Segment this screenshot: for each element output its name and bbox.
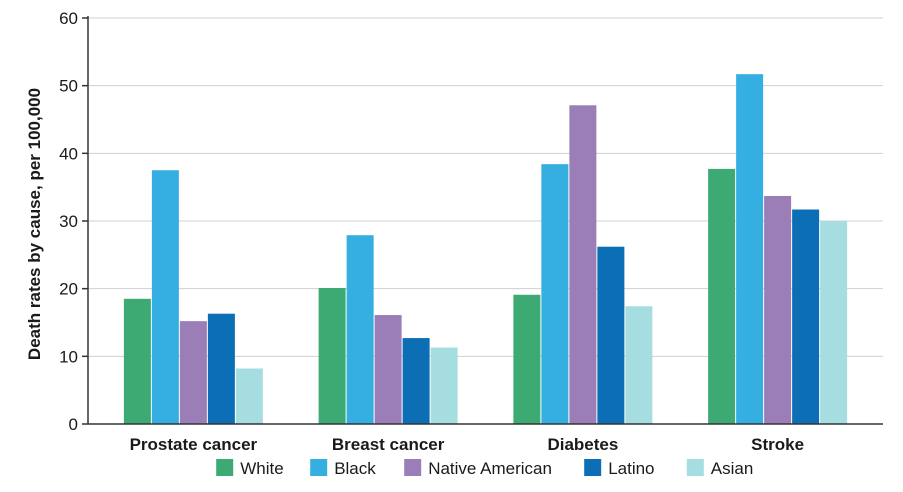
x-category-label: Stroke bbox=[751, 435, 804, 454]
legend-swatch bbox=[686, 459, 704, 476]
legend-label: Latino bbox=[608, 459, 654, 478]
x-category-label: Diabetes bbox=[547, 435, 618, 454]
legend-label: Native American bbox=[428, 459, 552, 478]
bar-asian-breast-cancer bbox=[430, 347, 458, 424]
bar-white-diabetes bbox=[513, 294, 541, 424]
bar-latino-breast-cancer bbox=[402, 338, 430, 424]
x-category-labels: Prostate cancer Breast cancer Diabetes Stro… bbox=[130, 435, 805, 454]
legend-label: Asian bbox=[711, 459, 754, 478]
legend-swatch bbox=[584, 459, 602, 476]
bar-white-stroke bbox=[708, 168, 736, 424]
bar-black-diabetes bbox=[541, 164, 569, 424]
bar-native-american-stroke bbox=[764, 195, 792, 424]
bars-layer bbox=[123, 74, 848, 424]
y-tick-label: 30 bbox=[59, 212, 78, 231]
bar-asian-prostate-cancer bbox=[235, 368, 263, 424]
bar-latino-diabetes bbox=[597, 246, 625, 424]
legend-item: Black bbox=[310, 459, 376, 478]
y-tick-labels: 0 10 20 30 40 50 60 bbox=[59, 9, 78, 434]
bar-asian-stroke bbox=[820, 221, 848, 424]
bar-black-prostate-cancer bbox=[151, 170, 179, 424]
y-tick-label: 0 bbox=[69, 415, 78, 434]
bar-white-breast-cancer bbox=[318, 287, 346, 424]
y-axis-label: Death rates by cause, per 100,000 bbox=[25, 88, 44, 360]
bar-native-american-prostate-cancer bbox=[179, 321, 207, 424]
legend-swatch bbox=[310, 459, 328, 476]
bar-white-prostate-cancer bbox=[123, 298, 151, 424]
bar-black-stroke bbox=[736, 74, 764, 424]
x-category-label: Breast cancer bbox=[332, 435, 445, 454]
legend-item: Asian bbox=[686, 459, 754, 478]
bar-latino-stroke bbox=[792, 209, 820, 424]
y-tick-label: 10 bbox=[59, 347, 78, 366]
bar-native-american-diabetes bbox=[569, 105, 597, 424]
legend-swatch bbox=[216, 459, 234, 476]
legend-item: Latino bbox=[584, 459, 655, 478]
x-category-label: Prostate cancer bbox=[130, 435, 258, 454]
legend: White Black Native American Latino Asian bbox=[216, 459, 753, 478]
legend-item: Native American bbox=[404, 459, 552, 478]
legend-swatch bbox=[404, 459, 422, 476]
y-tick-label: 40 bbox=[59, 144, 78, 163]
y-tick-label: 50 bbox=[59, 77, 78, 96]
legend-item: White bbox=[216, 459, 284, 478]
bar-asian-diabetes bbox=[625, 306, 653, 424]
bar-latino-prostate-cancer bbox=[207, 313, 235, 424]
legend-label: Black bbox=[334, 459, 376, 478]
axes-layer bbox=[87, 16, 883, 425]
y-tick-label: 20 bbox=[59, 280, 78, 299]
legend-label: White bbox=[240, 459, 283, 478]
bar-native-american-breast-cancer bbox=[374, 315, 402, 424]
bar-black-breast-cancer bbox=[346, 235, 374, 424]
y-tick-label: 60 bbox=[59, 9, 78, 28]
